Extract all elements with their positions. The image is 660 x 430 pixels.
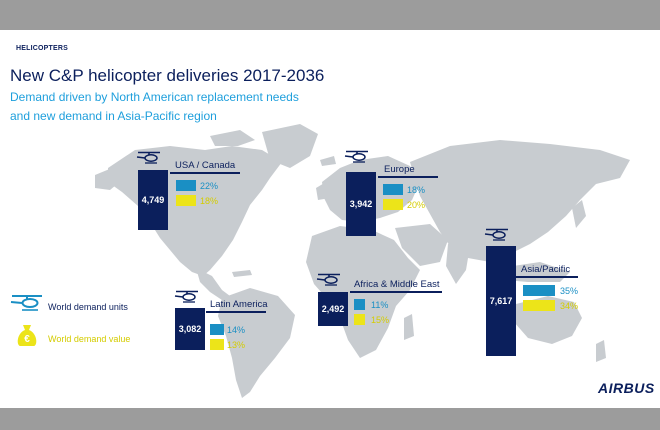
euro-moneybag-icon: € [17,325,37,346]
value-share-swatch [383,199,403,210]
units-bar: 3,082 [175,308,205,350]
value-share-swatch [523,300,555,311]
units-share-value: 35% [560,286,579,296]
value-share-swatch [210,339,224,350]
helicopter-icon [344,150,368,163]
india-landmass [446,244,470,284]
units-bar: 4,749 [138,170,168,230]
units-share-swatch [523,285,555,296]
middle-east-landmass [395,224,448,266]
region-name: Africa & Middle East [354,279,440,290]
value-share-value: 15% [371,315,390,325]
legend-value-label: World demand value [48,334,131,344]
iceland-landmass [320,156,336,166]
page-title: New C&P helicopter deliveries 2017-2036 [10,66,325,85]
units-share-swatch [354,299,365,310]
value-share-value: 13% [227,340,246,350]
units-share-value: 14% [227,325,246,335]
region-underline [516,276,578,278]
region-underline [170,172,240,174]
caribbean-islands [232,270,252,277]
helicopter-icon [174,290,198,303]
value-share-value: 18% [200,196,219,206]
helicopter-icon [136,151,160,164]
subtitle-line-1: Demand driven by North American replacem… [10,90,299,104]
central-america-landmass [196,268,230,300]
greenland-landmass [262,124,318,168]
helicopter-icon [10,295,42,311]
page-subtitle: Demand driven by North American replacem… [10,88,350,126]
units-share-swatch [210,324,224,335]
helicopter-icon [484,228,508,241]
canadian-islands [210,130,255,146]
section-label: HELICOPTERS [16,45,68,52]
region-name: Asia/Pacific [521,264,571,275]
units-share-value: 11% [371,300,389,310]
new-zealand-landmass [596,340,606,362]
bottom-frame-bar [0,408,660,430]
units-share-swatch [383,184,403,195]
value-share-swatch [176,195,196,206]
region-underline [378,176,438,178]
units-share-value: 18% [407,185,426,195]
top-frame-bar [0,0,660,30]
region-underline [206,311,266,313]
value-share-swatch [354,314,365,325]
madagascar-landmass [404,314,414,340]
region-name: Latin America [210,299,268,310]
value-share-value: 20% [407,200,426,210]
subtitle-line-2: and new demand in Asia-Pacific region [10,109,217,123]
japan-landmass [572,200,586,228]
units-share-value: 22% [200,181,219,191]
units-share-swatch [176,180,196,191]
region-name: USA / Canada [175,160,236,171]
airbus-logo: AIRBUS [598,380,655,396]
units-bar: 3,942 [346,172,376,236]
legend-units-label: World demand units [48,302,128,312]
svg-text:€: € [24,334,30,345]
asia-landmass [410,140,630,262]
units-bar: 7,617 [486,246,516,356]
units-bar: 2,492 [318,292,348,326]
region-underline [350,291,442,293]
alaska-landmass [95,168,122,190]
south-america-landmass [218,288,295,398]
value-share-value: 34% [560,301,579,311]
region-name: Europe [384,164,415,175]
uk-landmass [316,182,330,200]
helicopter-icon [316,273,340,286]
